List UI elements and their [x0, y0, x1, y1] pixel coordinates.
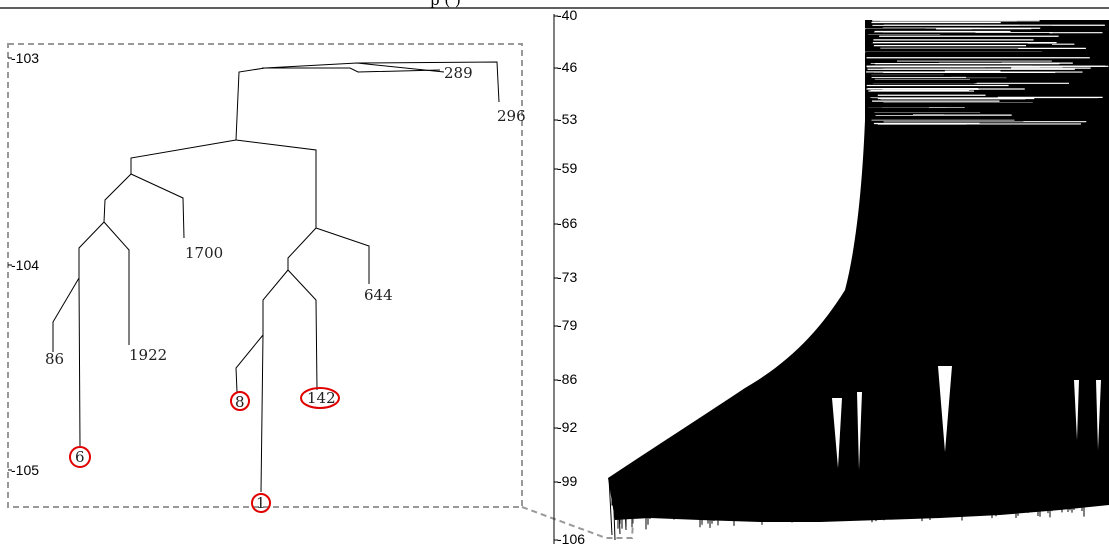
gap [1096, 380, 1101, 450]
branch [287, 227, 317, 270]
top-branch-lines [865, 20, 1109, 125]
full-tick-label: -79 [557, 317, 577, 333]
leaf-label: 1700 [185, 244, 223, 262]
branch [52, 277, 80, 352]
full-tick-label: -99 [557, 473, 577, 489]
gap [857, 392, 862, 470]
leaf-label: 296 [497, 107, 526, 125]
full-tick-label: -46 [557, 59, 577, 75]
branch [78, 221, 105, 278]
left-tail [608, 475, 627, 541]
branch [130, 139, 237, 174]
branch [260, 334, 264, 493]
branch [235, 62, 445, 141]
full-tick-label: -59 [557, 160, 577, 176]
branch [235, 334, 264, 393]
dense-branch-mass [608, 20, 1109, 522]
leaf-label: 289 [444, 64, 473, 82]
highlight-circle [230, 391, 250, 411]
full-dendrogram [608, 20, 1109, 541]
branch [78, 277, 81, 447]
branch [103, 221, 130, 345]
figure-title: p ( ) [430, 0, 461, 9]
jagged-leaf-edge [611, 480, 1109, 530]
full-tick-label: -92 [557, 419, 577, 435]
highlight-circle [69, 446, 91, 468]
zoom-leaf-labels: 289 296 1700 644 86 1922 8 142 6 1 [45, 64, 526, 512]
gap [938, 366, 952, 452]
zoom-y-axis: -103 -104 -105 [8, 50, 39, 478]
branch [262, 67, 441, 73]
full-tick-label: -106 [557, 531, 585, 545]
full-tick-group: -40 -46 -53 -59 -66 -73 -79 -86 -92 -99 -106 [554, 7, 585, 545]
branch [287, 269, 318, 391]
highlight-circle [300, 387, 340, 409]
zoom-box [7, 43, 523, 508]
branch [103, 173, 132, 223]
full-tick-label: -40 [557, 7, 577, 23]
leaf-label: 8 [235, 393, 245, 411]
branch [262, 269, 289, 335]
leaf-label: 142 [307, 389, 336, 407]
highlight-markers [69, 387, 340, 513]
gap [832, 398, 842, 468]
full-tick-label: -66 [557, 215, 577, 231]
zoom-dendrogram [52, 61, 500, 493]
zoom-tick-label: -104 [11, 257, 39, 273]
gap [1074, 380, 1079, 440]
leaf-label: 1 [256, 494, 266, 512]
leaf-label: 6 [75, 448, 85, 466]
zoom-tick-label: -105 [11, 462, 39, 478]
highlight-circle [251, 493, 271, 513]
leaf-label: 644 [364, 286, 393, 304]
branch [356, 61, 500, 103]
branch [315, 227, 370, 284]
full-tick-label: -53 [557, 111, 577, 127]
zoom-tick-label: -103 [11, 50, 39, 66]
full-tick-label: -73 [557, 269, 577, 285]
leaf-label: 1922 [129, 346, 167, 364]
zoom-connector [521, 506, 635, 539]
leaf-label: 86 [45, 350, 64, 368]
full-tick-label: -86 [557, 371, 577, 387]
branch [235, 139, 317, 228]
branch [130, 173, 185, 239]
